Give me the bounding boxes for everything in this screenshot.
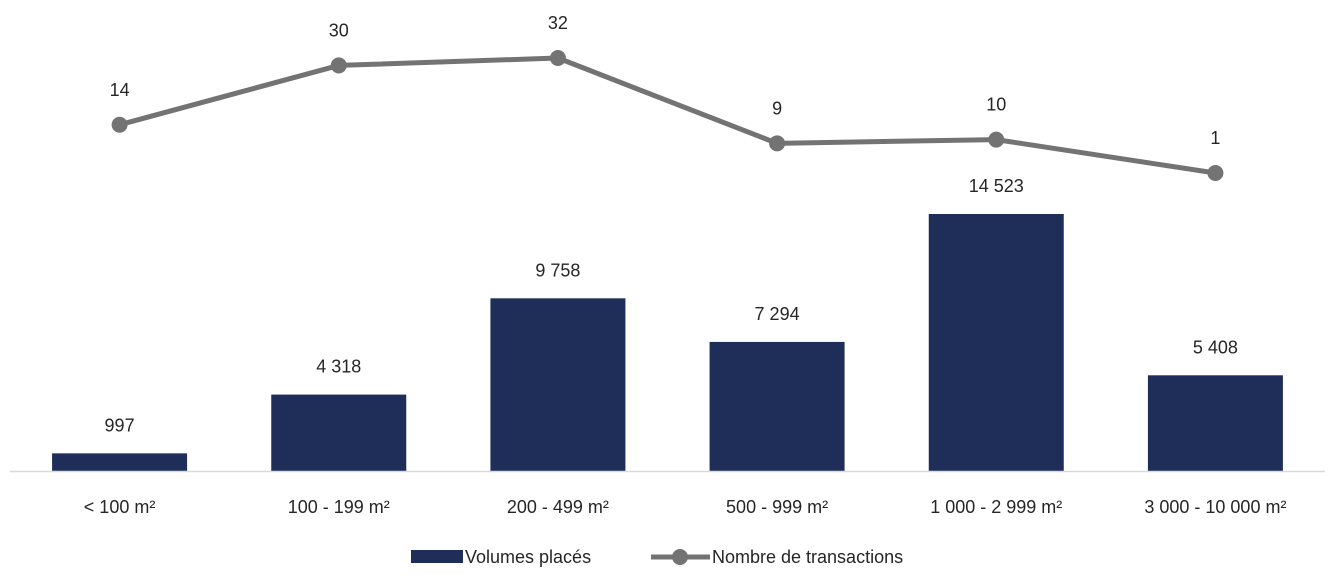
line-value-label: 9 (772, 98, 782, 118)
bar-value-label: 14 523 (969, 176, 1024, 196)
line-point (769, 135, 786, 152)
data-labels-layer: 997 4 318 9 758 7 294 14 523 5 408 14 30 32 9 10 1 (105, 13, 1238, 435)
line-point (111, 116, 128, 133)
legend-bar-swatch (411, 550, 463, 563)
line-series (118, 55, 1216, 176)
line-value-label: 32 (548, 13, 568, 33)
line-value-label: 10 (986, 95, 1006, 115)
x-tick-label: 1 000 - 2 999 m² (930, 497, 1062, 517)
line-value-label: 30 (329, 20, 349, 40)
legend-bar-label: Volumes placés (465, 547, 591, 567)
x-axis: < 100 m² 100 - 199 m² 200 - 499 m² 500 - 99… (10, 470, 1325, 517)
line-point (549, 50, 566, 66)
bar-value-label: 9 758 (535, 260, 580, 280)
x-tick-label: 500 - 999 m² (726, 497, 828, 517)
x-tick-label: < 100 m² (84, 497, 156, 517)
x-tick-label: 100 - 199 m² (288, 497, 390, 517)
bar (271, 394, 407, 471)
bar (709, 341, 845, 471)
line-point (1207, 165, 1224, 181)
bar (1147, 375, 1283, 471)
bar (928, 214, 1064, 471)
line-point (988, 131, 1005, 148)
bar-value-label: 997 (105, 415, 135, 435)
bar-value-label: 5 408 (1193, 337, 1238, 357)
line-point (330, 57, 347, 74)
bar (52, 453, 188, 471)
legend-line-label: Nombre de transactions (712, 547, 903, 567)
line-value-label: 14 (110, 80, 130, 100)
bars-layer (52, 214, 1283, 471)
line-value-label: 1 (1210, 128, 1220, 148)
line-layer (111, 50, 1224, 181)
bar (490, 298, 626, 471)
x-tick-label: 200 - 499 m² (507, 497, 609, 517)
bar-value-label: 4 318 (316, 357, 361, 377)
bar-value-label: 7 294 (755, 304, 800, 324)
x-tick-label: 3 000 - 10 000 m² (1144, 497, 1286, 517)
legend: Volumes placés Nombre de transactions (411, 547, 903, 567)
legend-line-marker (672, 549, 688, 565)
